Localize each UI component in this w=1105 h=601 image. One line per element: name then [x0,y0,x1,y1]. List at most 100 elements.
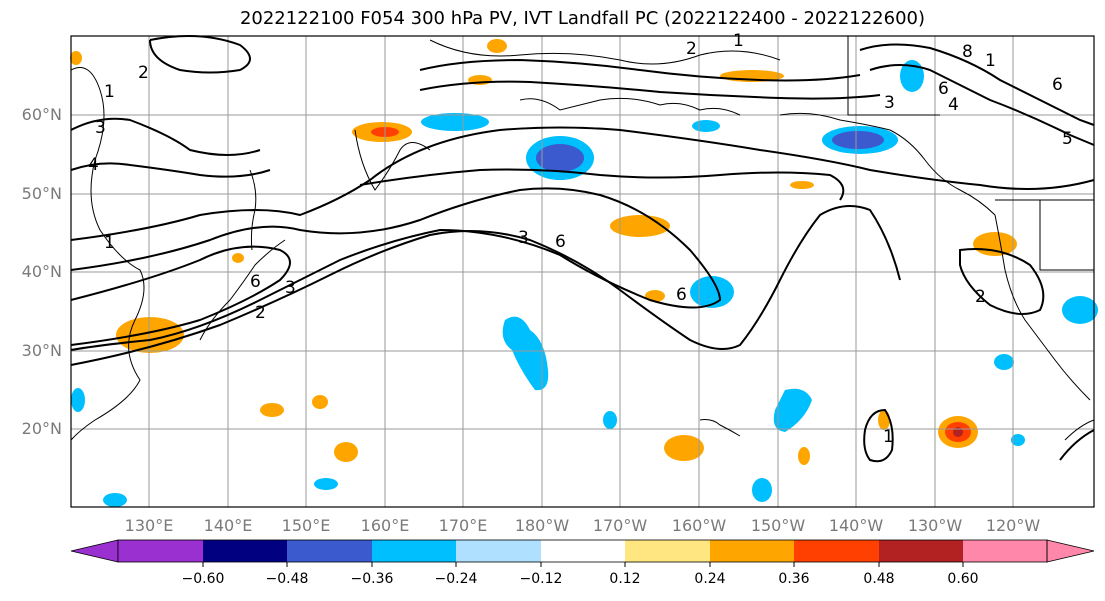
pos-anomaly-blob [487,39,507,53]
neg-anomaly-core [536,144,584,172]
contour-label: 1 [883,427,894,447]
lon-label: 150°W [750,516,806,535]
neg-anomaly-blob [692,120,720,132]
map-title: 2022122100 F054 300 hPa PV, IVT Landfall… [239,8,926,29]
neg-anomaly-blob [71,388,85,412]
contour-label: 1 [733,31,744,51]
pv-contour [70,117,261,156]
pv-contour [70,126,1095,241]
contour-label: 1 [985,51,996,71]
contour-label: 2 [975,287,986,307]
lon-label: 120°W [985,516,1041,535]
colorbar-tick-label: 0.48 [863,571,895,587]
kamchatka-coast [354,129,431,191]
arctic-coast [429,39,781,65]
neg-anomaly-blob [1062,296,1098,324]
lat-label-40n: 40°N [21,262,62,281]
neg-anomaly-blob [314,478,338,490]
pv-contour [863,408,894,463]
colorbar-bin [287,540,372,562]
colorbar-bin [710,540,794,562]
pv-contour [149,35,251,74]
lat-label-20n: 20°N [21,419,62,438]
pos-anomaly-blob [664,435,704,461]
pv-contour [959,248,1045,315]
colorbar-tick-label: 0.24 [694,571,726,587]
pos-anomaly-blob [973,232,1017,256]
us-state-borders [1039,200,1094,271]
pv-contour [869,64,1095,146]
contour-label: 8 [962,42,973,62]
contour-label: 6 [676,285,687,305]
colorbar-bin [203,540,287,562]
lon-label: 150°E [281,516,331,535]
contour-label: 2 [686,39,697,59]
colorbar [70,539,1095,567]
pv-contour [859,43,1095,126]
colorbar-tick-label: −0.60 [181,571,225,587]
colorbar-bin [879,540,963,562]
colorbar-bin [963,540,1047,562]
colorbar-arrow-left [70,539,119,563]
pos-anomaly-blob [798,447,810,465]
neg-anomaly-blob [900,60,924,92]
pv-contour [70,162,271,178]
alaska-coast [519,97,741,116]
contour-label: 6 [250,272,261,292]
pv-contour [70,187,722,351]
pv-contour [70,245,291,346]
pos-anomaly-blob [790,181,814,189]
pos-anomaly-blob [334,442,358,462]
alaska-panhandle [779,112,996,216]
contour-label: 6 [555,232,566,252]
contour-label: 2 [138,63,149,83]
contour-label: 6 [1052,75,1063,95]
colorbar-bin [625,540,710,562]
pv-contour [419,80,881,100]
gridlines [71,36,1094,507]
mexico-coast [1064,419,1095,441]
contour-label: 1 [104,233,115,253]
neg-anomaly-blob [103,493,127,507]
neg-anomaly-blob [603,411,617,429]
lon-label: 140°E [203,516,253,535]
pv-contour [359,168,845,201]
neg-anomaly-core [832,131,884,149]
contour-label: 4 [88,155,99,175]
pos-anomaly-blob [116,317,184,353]
pos-anomaly-blob [312,395,328,409]
pv-contours [70,35,1095,463]
coastlines [70,36,1095,441]
plot-border [70,35,1095,508]
neg-anomaly-blob [994,354,1014,370]
contour-label: 6 [938,79,949,99]
colorbar-bin [456,540,541,562]
contour-label-group: 1 3 4 1 2 6 3 2 3 6 6 2 1 3 6 4 8 1 6 5 … [88,31,1073,447]
colorbar-tick-label: −0.24 [434,571,478,587]
pos-anomaly-blob [260,403,284,417]
colorbar-bin [372,540,456,562]
pv-contour [419,58,861,82]
pc-shading [70,39,1098,507]
colorbar-bin [794,540,879,562]
colorbar-tick-label: 0.60 [947,571,979,587]
pos-anomaly-blob [70,51,82,65]
colorbar-tick-label: −0.36 [350,571,394,587]
contour-label: 3 [285,278,296,298]
pv-contour [1059,429,1095,461]
lon-label: 160°W [671,516,727,535]
colorbar-arrow-right [1046,539,1095,563]
neg-anomaly-blob [421,113,489,131]
neg-anomaly-blob [502,316,549,391]
lon-label: 140°W [828,516,884,535]
contour-label: 3 [95,118,106,138]
neg-anomaly-blob [752,478,772,502]
japan-coast [199,239,286,341]
contour-label: 3 [884,93,895,113]
border-ak-canada [847,36,940,116]
colorbar-tick-label: −0.48 [265,571,309,587]
lon-label: 170°W [592,516,648,535]
colorbar-tick-label: −0.12 [519,571,563,587]
lat-label-50n: 50°N [21,184,62,203]
lon-label: 160°E [360,516,410,535]
